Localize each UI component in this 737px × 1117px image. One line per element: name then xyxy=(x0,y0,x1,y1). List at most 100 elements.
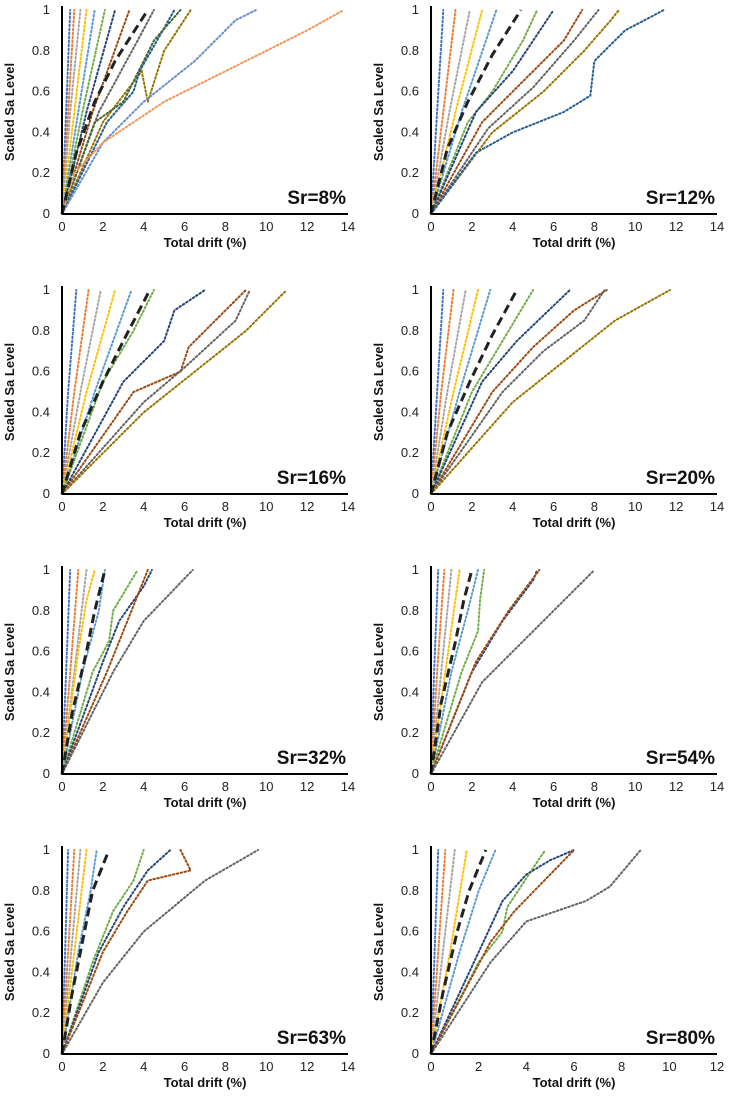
series-line xyxy=(61,569,72,775)
series-line xyxy=(61,849,82,1055)
x-axis-title: Total drift (%) xyxy=(164,515,247,530)
x-tick-label: 14 xyxy=(710,779,724,794)
series-line xyxy=(430,289,535,495)
x-tick-label: 4 xyxy=(509,499,516,514)
x-tick-label: 6 xyxy=(181,499,188,514)
series-line xyxy=(430,9,471,215)
series-line xyxy=(61,9,182,215)
y-tick-label: 0.4 xyxy=(32,964,50,979)
y-tick-label: 0.6 xyxy=(32,644,50,659)
series-line xyxy=(430,569,486,775)
series-line xyxy=(430,289,571,495)
series-line xyxy=(430,849,575,1055)
series-line xyxy=(61,289,155,495)
series-line xyxy=(430,569,440,775)
x-tick-label: 10 xyxy=(662,1059,676,1074)
y-tick-label: 0.8 xyxy=(32,883,50,898)
sr-label: Sr=32% xyxy=(277,748,346,769)
x-axis-title: Total drift (%) xyxy=(164,795,247,810)
series-line xyxy=(61,849,88,1055)
y-tick-label: 0 xyxy=(412,766,419,781)
series-line xyxy=(430,849,575,1055)
y-tick-label: 0.6 xyxy=(32,84,50,99)
x-tick-label: 12 xyxy=(300,499,314,514)
x-tick-label: 2 xyxy=(468,779,475,794)
panel-sr-80: 0 2 4 6 8 10 12 0 0.2 0.4 0.6 0.8 1 Total drift (%) Sc… xyxy=(369,840,737,1117)
series-line xyxy=(61,9,345,215)
panel-sr-32: 0 2 4 6 8 10 12 14 0 0.2 0.4 0.6 0.8 1 Total drift (%)… xyxy=(0,560,368,837)
x-tick-label: 8 xyxy=(222,779,229,794)
series-line xyxy=(61,569,194,775)
series-line xyxy=(430,569,446,775)
x-tick-label: 2 xyxy=(99,499,106,514)
y-tick-label: 1 xyxy=(43,562,50,577)
x-tick-label: 0 xyxy=(427,1059,434,1074)
x-tick-label: 12 xyxy=(300,779,314,794)
x-tick-label: 8 xyxy=(591,499,598,514)
y-tick-label: 0 xyxy=(412,206,419,221)
x-tick-label: 2 xyxy=(99,219,106,234)
x-tick-label: 2 xyxy=(99,779,106,794)
series-line xyxy=(61,9,176,215)
chart-svg: 0 2 4 6 8 10 12 14 0 0.2 0.4 0.6 0.8 1 Total drift (%)… xyxy=(371,2,724,250)
y-axis-title: Scaled Sa Level xyxy=(371,623,386,721)
series-line xyxy=(61,849,260,1055)
x-tick-label: 14 xyxy=(341,219,355,234)
x-tick-label: 0 xyxy=(58,219,65,234)
series-line xyxy=(61,9,258,215)
series-line xyxy=(61,849,145,1055)
series-line xyxy=(430,569,479,775)
x-tick-label: 0 xyxy=(427,779,434,794)
series-line xyxy=(430,289,455,495)
y-tick-label: 0.2 xyxy=(401,1005,419,1020)
y-tick-label: 0.2 xyxy=(32,1005,50,1020)
series-line xyxy=(430,289,467,495)
y-tick-label: 0.8 xyxy=(32,323,50,338)
x-tick-label: 6 xyxy=(550,219,557,234)
y-tick-label: 0.8 xyxy=(32,43,50,58)
series-line xyxy=(61,289,78,495)
x-tick-label: 4 xyxy=(509,219,516,234)
x-tick-label: 4 xyxy=(523,1059,530,1074)
chart-svg: 0 2 4 6 8 10 12 14 0 0.2 0.4 0.6 0.8 1 Total drift (%)… xyxy=(2,2,355,250)
series-line xyxy=(61,9,117,215)
series-line xyxy=(430,849,547,1055)
y-tick-label: 0.8 xyxy=(401,323,419,338)
x-tick-label: 6 xyxy=(181,1059,188,1074)
series-line xyxy=(61,849,98,1055)
series-line xyxy=(430,849,456,1055)
series-line xyxy=(61,289,117,495)
series-line xyxy=(61,9,106,215)
series-line xyxy=(61,289,102,495)
series-line xyxy=(430,289,608,495)
x-axis-title: Total drift (%) xyxy=(533,795,616,810)
series-line xyxy=(61,569,106,775)
series-line xyxy=(61,569,149,775)
x-tick-label: 0 xyxy=(427,219,434,234)
x-tick-label: 12 xyxy=(300,219,314,234)
sr-label: Sr=80% xyxy=(646,1028,715,1049)
chart-svg: 0 2 4 6 8 10 12 14 0 0.2 0.4 0.6 0.8 1 Total drift (%)… xyxy=(2,282,355,530)
series-line xyxy=(61,849,76,1055)
y-tick-label: 1 xyxy=(412,562,419,577)
y-tick-label: 0.4 xyxy=(32,404,50,419)
series-line xyxy=(430,849,642,1055)
series-line xyxy=(61,9,82,215)
x-tick-label: 4 xyxy=(140,1059,147,1074)
y-tick-label: 0.2 xyxy=(32,725,50,740)
chart-svg: 0 2 4 6 8 10 12 14 0 0.2 0.4 0.6 0.8 1 Total drift (%)… xyxy=(371,282,724,530)
chart-svg: 0 2 4 6 8 10 12 0 0.2 0.4 0.6 0.8 1 Total drift (%) Sc… xyxy=(371,842,724,1090)
series-line xyxy=(430,9,484,215)
median-line xyxy=(429,569,474,775)
y-axis-title: Scaled Sa Level xyxy=(2,63,17,161)
series-line xyxy=(61,849,172,1055)
x-tick-label: 14 xyxy=(341,1059,355,1074)
sr-label: Sr=16% xyxy=(277,468,346,489)
y-tick-label: 0 xyxy=(412,486,419,501)
x-tick-label: 2 xyxy=(475,1059,482,1074)
y-tick-label: 0.4 xyxy=(32,684,50,699)
y-tick-label: 0.8 xyxy=(401,883,419,898)
sr-label: Sr=20% xyxy=(646,468,715,489)
x-tick-label: 10 xyxy=(259,219,273,234)
series-line xyxy=(61,9,96,215)
